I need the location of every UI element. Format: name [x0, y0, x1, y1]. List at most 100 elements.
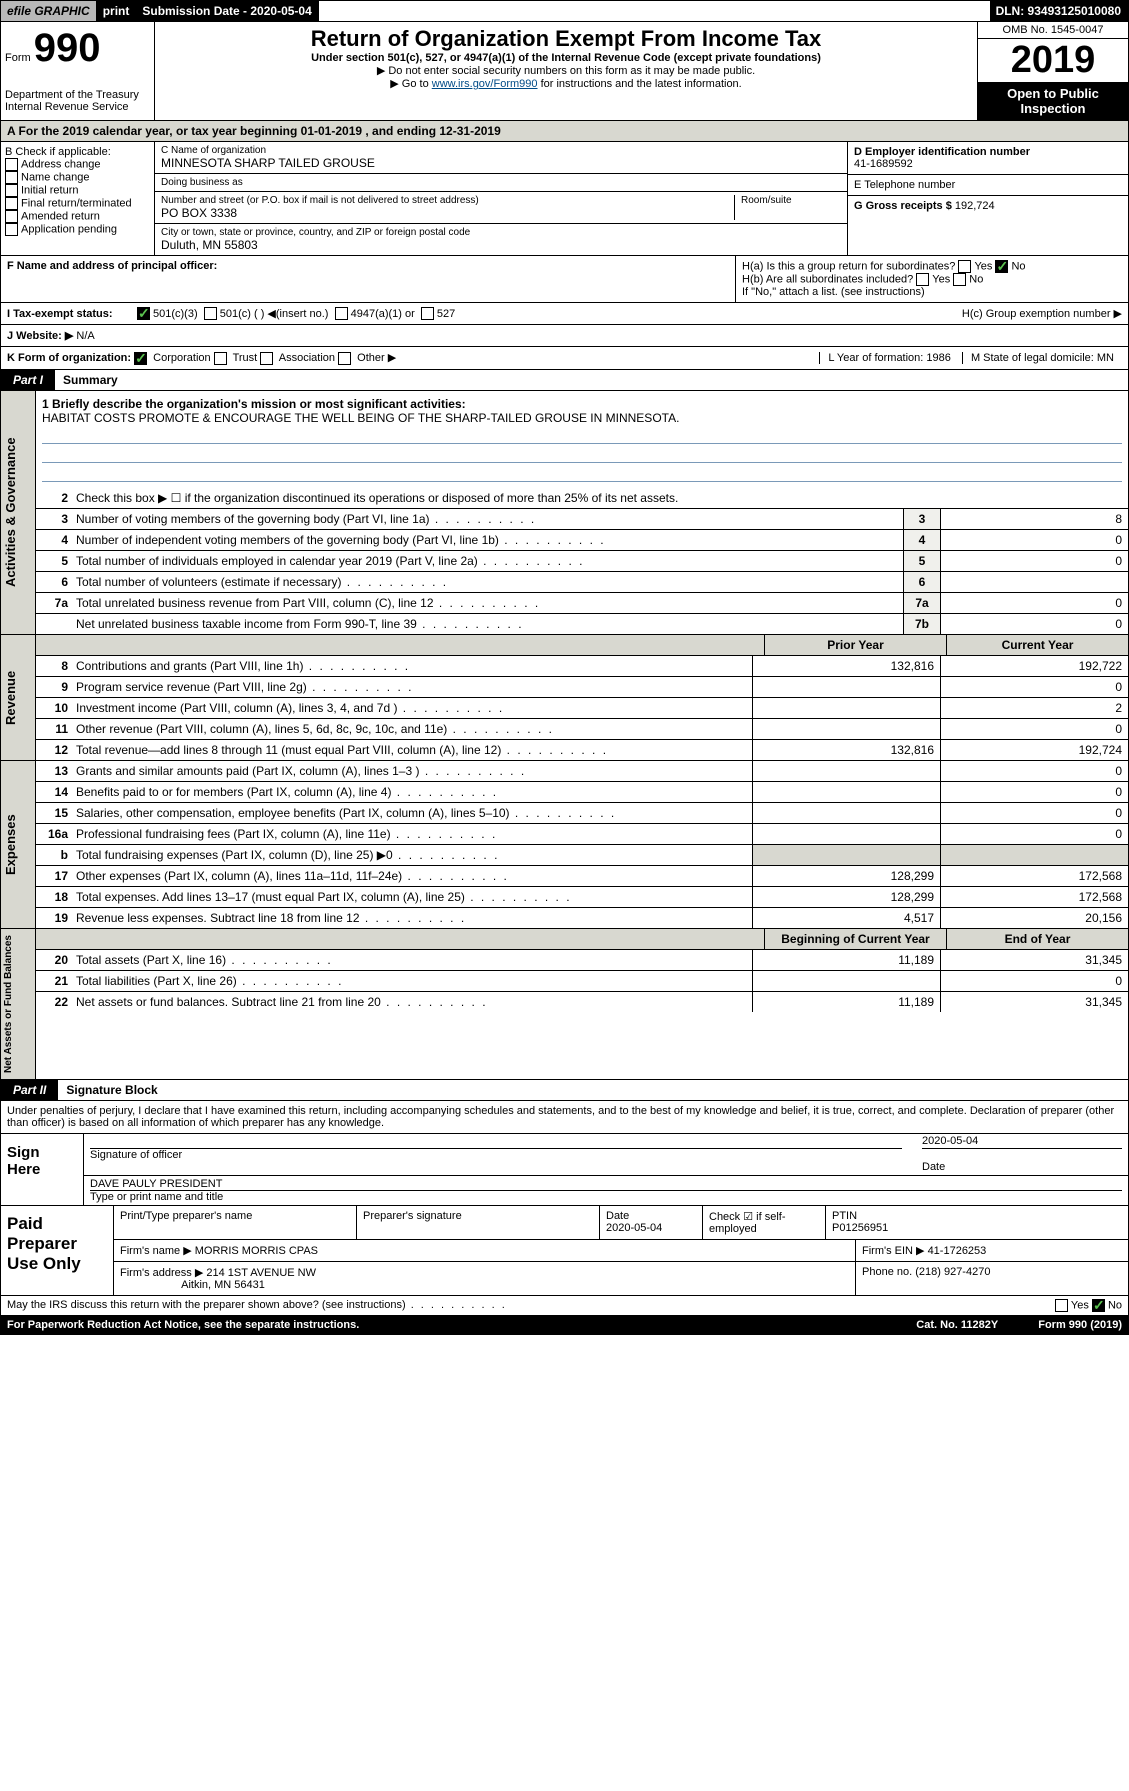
officer-name: DAVE PAULY PRESIDENT	[90, 1178, 1122, 1190]
form-subtitle: Under section 501(c), 527, or 4947(a)(1)…	[159, 52, 973, 64]
line-row: 18 Total expenses. Add lines 13–17 (must…	[36, 887, 1128, 908]
line-row: Net unrelated business taxable income fr…	[36, 614, 1128, 634]
side-label-rev: Revenue	[1, 635, 36, 760]
revenue-section: Revenue Prior Year Current Year 8 Contri…	[0, 635, 1129, 761]
chk-initial[interactable]	[5, 184, 18, 197]
line-row: 22 Net assets or fund balances. Subtract…	[36, 992, 1128, 1012]
entity-block: B Check if applicable: Address change Na…	[0, 142, 1129, 256]
ptin: P01256951	[832, 1222, 888, 1234]
gross-receipts: 192,724	[955, 200, 995, 212]
chk-amended[interactable]	[5, 210, 18, 223]
firm-ein: 41-1726253	[928, 1245, 987, 1257]
note-link: ▶ Go to www.irs.gov/Form990 for instruct…	[159, 77, 973, 90]
status-row: I Tax-exempt status: 501(c)(3) 501(c) ( …	[0, 303, 1129, 325]
chk-527[interactable]	[421, 307, 434, 320]
form-label: Form	[5, 52, 31, 64]
korg-row: K Form of organization: Corporation Trus…	[0, 347, 1129, 370]
period-row: A For the 2019 calendar year, or tax yea…	[0, 121, 1129, 142]
line-row: 12 Total revenue—add lines 8 through 11 …	[36, 740, 1128, 760]
chk-trust[interactable]	[214, 352, 227, 365]
top-bar: efile GRAPHIC print Submission Date - 20…	[0, 0, 1129, 22]
chk-discuss-yes[interactable]	[1055, 1299, 1068, 1312]
dln: DLN: 93493125010080	[990, 1, 1128, 21]
line-row: 16a Professional fundraising fees (Part …	[36, 824, 1128, 845]
activities-governance: Activities & Governance 1 Briefly descri…	[0, 391, 1129, 635]
chk-pending[interactable]	[5, 223, 18, 236]
line-row: 8 Contributions and grants (Part VIII, l…	[36, 656, 1128, 677]
website-row: J Website: ▶ N/A	[0, 325, 1129, 347]
mission-text: HABITAT COSTS PROMOTE & ENCOURAGE THE WE…	[42, 411, 1122, 425]
chk-other[interactable]	[338, 352, 351, 365]
chk-ha-yes[interactable]	[958, 260, 971, 273]
firm-addr: 214 1ST AVENUE NW	[206, 1267, 316, 1279]
line-row: 15 Salaries, other compensation, employe…	[36, 803, 1128, 824]
chk-address[interactable]	[5, 158, 18, 171]
perjury-statement: Under penalties of perjury, I declare th…	[0, 1101, 1129, 1134]
footer: For Paperwork Reduction Act Notice, see …	[0, 1316, 1129, 1335]
form-title: Return of Organization Exempt From Incom…	[159, 26, 973, 52]
note-ssn: ▶ Do not enter social security numbers o…	[159, 64, 973, 77]
line-row: 19 Revenue less expenses. Subtract line …	[36, 908, 1128, 928]
line-row: 20 Total assets (Part X, line 16) 11,189…	[36, 950, 1128, 971]
org-name: MINNESOTA SHARP TAILED GROUSE	[161, 156, 841, 170]
sig-date: 2020-05-04	[922, 1135, 1122, 1147]
part2-header: Part II Signature Block	[0, 1080, 1129, 1101]
line-row: 5 Total number of individuals employed i…	[36, 551, 1128, 572]
row-f-h: F Name and address of principal officer:…	[0, 256, 1129, 303]
side-label-gov: Activities & Governance	[1, 391, 36, 634]
line-row: 4 Number of independent voting members o…	[36, 530, 1128, 551]
line-row: 10 Investment income (Part VIII, column …	[36, 698, 1128, 719]
firm-name: MORRIS MORRIS CPAS	[195, 1245, 318, 1257]
chk-hb-yes[interactable]	[916, 273, 929, 286]
prep-date: 2020-05-04	[606, 1222, 662, 1234]
col-b: B Check if applicable: Address change Na…	[1, 142, 155, 255]
line-row: 21 Total liabilities (Part X, line 26) 0	[36, 971, 1128, 992]
expenses-section: Expenses 13 Grants and similar amounts p…	[0, 761, 1129, 929]
chk-501c[interactable]	[204, 307, 217, 320]
website: N/A	[76, 330, 94, 342]
year-formation: L Year of formation: 1986	[819, 352, 959, 364]
firm-city: Aitkin, MN 56431	[181, 1279, 265, 1291]
chk-corp[interactable]	[134, 352, 147, 365]
paid-preparer-block: Paid Preparer Use Only Print/Type prepar…	[0, 1206, 1129, 1296]
side-label-exp: Expenses	[1, 761, 36, 928]
chk-discuss-no[interactable]	[1092, 1299, 1105, 1312]
street-address: PO BOX 3338	[161, 206, 734, 220]
col-d: D Employer identification number 41-1689…	[847, 142, 1128, 255]
chk-501c3[interactable]	[137, 307, 150, 320]
tax-year: 2019	[978, 39, 1128, 82]
print-button[interactable]: print	[97, 1, 137, 21]
open-inspection: Open to Public Inspection	[978, 82, 1128, 120]
instructions-link[interactable]: www.irs.gov/Form990	[432, 78, 538, 90]
chk-assoc[interactable]	[260, 352, 273, 365]
submission-date: Submission Date - 2020-05-04	[136, 1, 318, 21]
line-row: 9 Program service revenue (Part VIII, li…	[36, 677, 1128, 698]
sign-here-block: Sign Here Signature of officer 2020-05-0…	[0, 1134, 1129, 1206]
line-row: 11 Other revenue (Part VIII, column (A),…	[36, 719, 1128, 740]
efile-label: efile GRAPHIC	[1, 1, 97, 21]
chk-name[interactable]	[5, 171, 18, 184]
state-domicile: M State of legal domicile: MN	[962, 352, 1122, 364]
net-assets-section: Net Assets or Fund Balances Beginning of…	[0, 929, 1129, 1080]
chk-ha-no[interactable]	[995, 260, 1008, 273]
chk-final[interactable]	[5, 197, 18, 210]
col-c: C Name of organization MINNESOTA SHARP T…	[155, 142, 847, 255]
omb: OMB No. 1545-0047	[978, 22, 1128, 39]
ein: 41-1689592	[854, 158, 1122, 170]
side-label-net: Net Assets or Fund Balances	[1, 929, 36, 1079]
line-row: b Total fundraising expenses (Part IX, c…	[36, 845, 1128, 866]
discuss-row: May the IRS discuss this return with the…	[0, 1296, 1129, 1316]
line-row: 13 Grants and similar amounts paid (Part…	[36, 761, 1128, 782]
chk-hb-no[interactable]	[953, 273, 966, 286]
part1-header: Part I Summary	[0, 370, 1129, 391]
chk-4947[interactable]	[335, 307, 348, 320]
line-row: 6 Total number of volunteers (estimate i…	[36, 572, 1128, 593]
firm-phone: (218) 927-4270	[915, 1266, 990, 1278]
line-row: 17 Other expenses (Part IX, column (A), …	[36, 866, 1128, 887]
city-state-zip: Duluth, MN 55803	[161, 238, 841, 252]
chk-self-employed[interactable]: Check ☑ if self-employed	[703, 1206, 826, 1239]
form-header: Form 990 Department of the Treasury Inte…	[0, 22, 1129, 121]
line-row: 14 Benefits paid to or for members (Part…	[36, 782, 1128, 803]
irs: Internal Revenue Service	[5, 101, 150, 113]
line-row: 7a Total unrelated business revenue from…	[36, 593, 1128, 614]
